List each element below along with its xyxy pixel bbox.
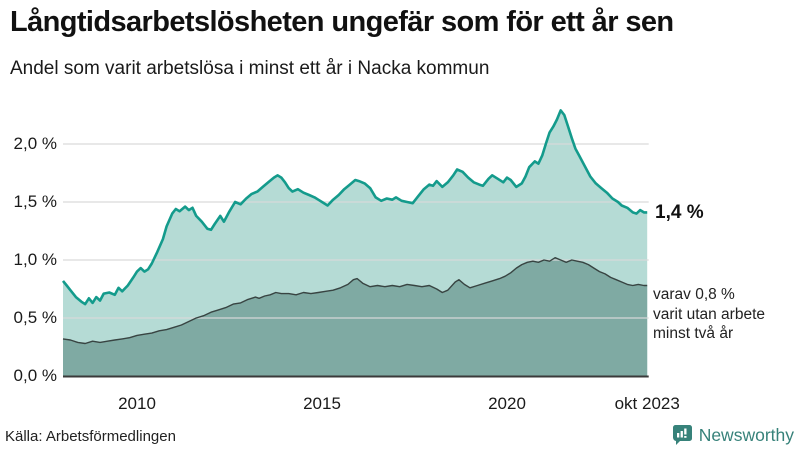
newsworthy-brand-text: Newsworthy xyxy=(698,424,794,445)
x-tick-label: 2015 xyxy=(303,394,341,413)
area-two-year xyxy=(63,257,648,376)
y-tick-label: 2,0 % xyxy=(13,134,57,153)
line-total-long-term xyxy=(61,109,648,306)
two-year-annotation: varav 0,8 % varit utan arbete minst två … xyxy=(653,286,766,342)
y-tick-label: 0,0 % xyxy=(13,366,57,385)
newsworthy-logo: Newsworthy xyxy=(672,424,794,446)
x-tick-label: okt 2023 xyxy=(614,394,680,413)
x-tick-label: 2020 xyxy=(488,394,526,413)
chart-subtitle: Andel som varit arbetslösa i minst ett å… xyxy=(10,58,490,79)
y-tick-label: 1,0 % xyxy=(13,250,57,269)
y-tick-label: 1,5 % xyxy=(13,192,57,211)
last-value-annotation: 1,4 % xyxy=(655,202,704,223)
y-tick-label: 0,5 % xyxy=(13,308,57,327)
page-title: Långtidsarbetslösheten ungefär som för e… xyxy=(10,6,674,38)
newsworthy-bubble-icon xyxy=(672,425,692,445)
x-tick-label: 2010 xyxy=(118,394,156,413)
line-two-year xyxy=(62,257,648,345)
source-caption: Källa: Arbetsförmedlingen xyxy=(5,428,176,445)
